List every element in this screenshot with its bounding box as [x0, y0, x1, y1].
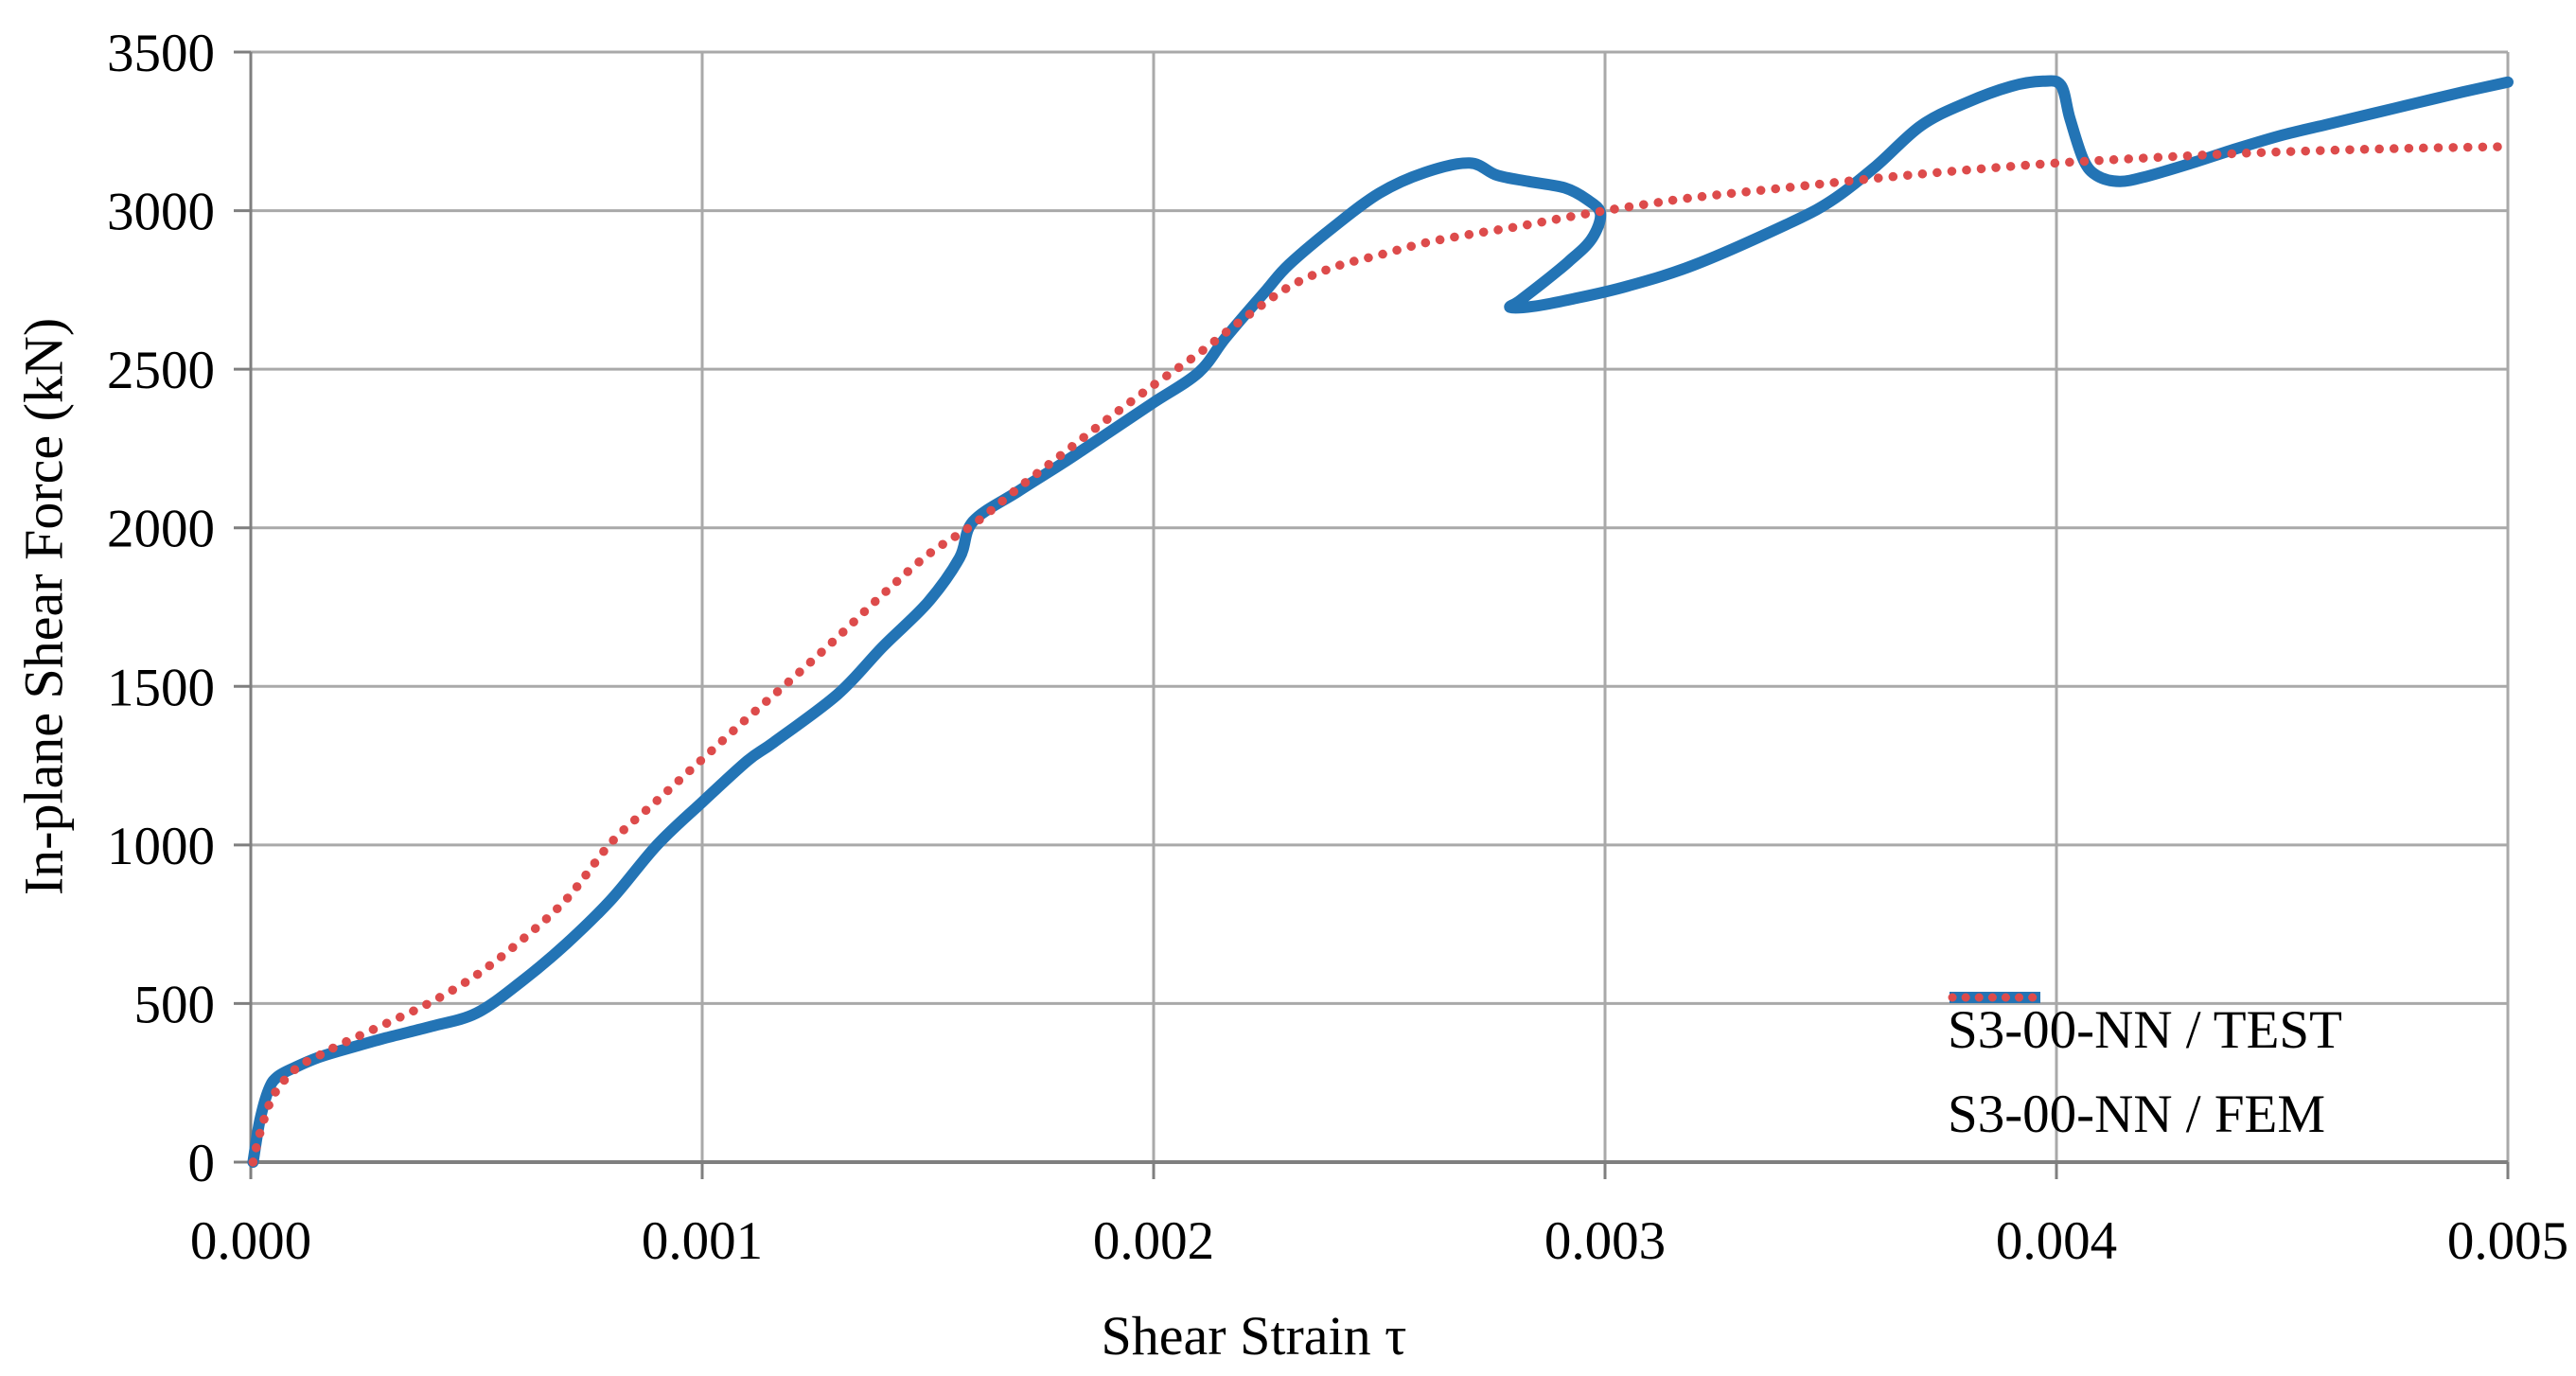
gridlines — [251, 50, 2510, 1162]
y-tick-label: 3500 — [107, 24, 215, 83]
y-axis-title: In-plane Shear Force (kN) — [12, 317, 75, 896]
x-tick-label: 0.001 — [642, 1211, 763, 1271]
legend-label-test: S3-00-NN / TEST — [1948, 1000, 2342, 1060]
test-curve — [247, 75, 2514, 1168]
legend-label-fem: S3-00-NN / FEM — [1948, 1085, 2326, 1144]
fem-curve — [248, 142, 2513, 1167]
x-tick-label: 0.000 — [190, 1211, 311, 1271]
x-tick-label: 0.005 — [2447, 1211, 2568, 1271]
y-tick-label: 2000 — [107, 500, 215, 559]
fem-dotted-sample-icon — [1948, 993, 2042, 1002]
tick-marks — [234, 50, 2510, 1179]
x-tick-label: 0.003 — [1544, 1211, 1666, 1271]
axes — [249, 52, 2508, 1164]
x-tick-label: 0.004 — [1996, 1211, 2117, 1271]
y-tick-label: 0 — [188, 1134, 216, 1193]
legend-item-fem: S3-00-NN / FEM — [1948, 993, 2342, 1156]
y-tick-label: 500 — [134, 975, 216, 1034]
x-tick-label: 0.002 — [1093, 1211, 1214, 1271]
legend: S3-00-NN / TEST S3-00-NN / FEM — [1948, 988, 2342, 1156]
y-tick-label: 1000 — [107, 817, 215, 876]
y-tick-label: 2500 — [107, 341, 215, 400]
x-axis-title: Shear Strain τ — [1101, 1305, 1407, 1367]
y-tick-label: 1500 — [107, 658, 215, 717]
y-tick-label: 3000 — [107, 183, 215, 242]
tick-labels: 0.000 0.001 0.002 0.003 0.004 0.005 0 500 1000 15… — [107, 24, 2568, 1271]
